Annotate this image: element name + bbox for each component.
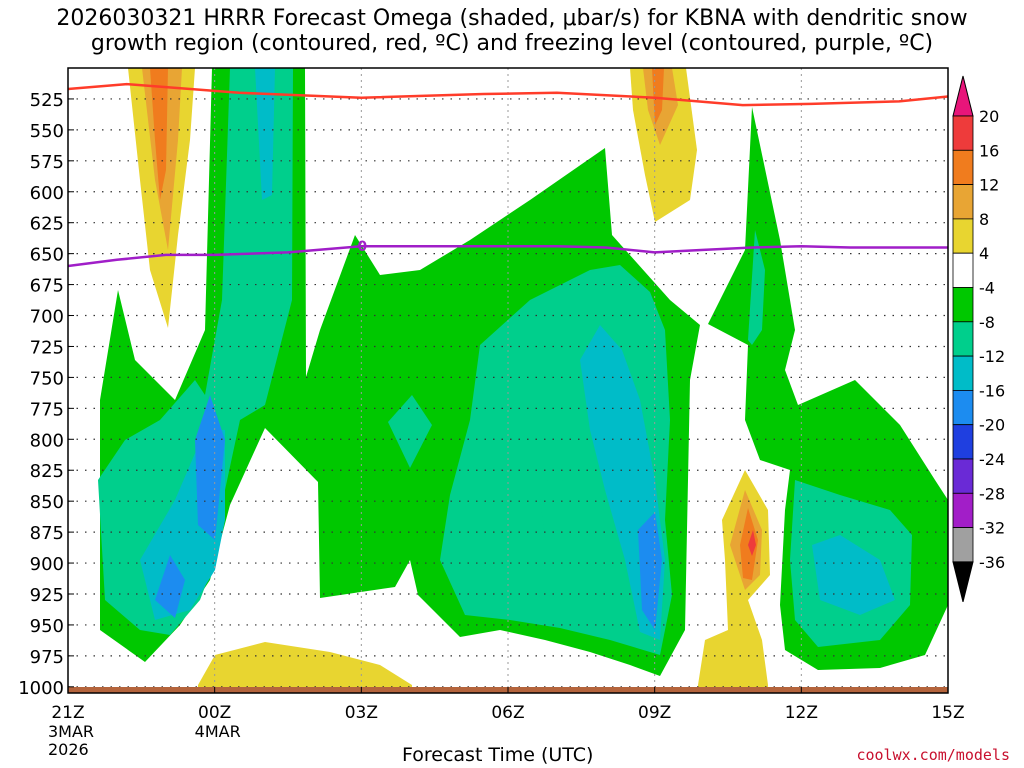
x-axis-label: Forecast Time (UTC) bbox=[402, 744, 594, 766]
colorbar-swatch-1 bbox=[952, 115, 974, 151]
omega-fill-very-strong-ascent-1 bbox=[195, 395, 225, 540]
colorbar-swatch-2 bbox=[952, 149, 974, 186]
y-tick-label-775: 775 bbox=[30, 399, 64, 420]
y-tick-label-900: 900 bbox=[30, 554, 64, 575]
colorbar-top-arrow bbox=[952, 75, 974, 117]
omega-fill-descent-max bbox=[748, 530, 756, 556]
x-tick-label-03Z: 03Z bbox=[345, 703, 378, 723]
x-tick-label-00Z: 00Z bbox=[198, 703, 231, 723]
omega-fill-descent-strong-1 bbox=[150, 68, 168, 200]
title-line-2: growth region (contoured, red, ºC) and f… bbox=[90, 31, 934, 56]
omega-fill-moderate-ascent-4 bbox=[388, 395, 432, 468]
y-tick-label-575: 575 bbox=[30, 152, 64, 173]
y-tick-label-850: 850 bbox=[30, 492, 64, 513]
y-tick-label-875: 875 bbox=[30, 523, 64, 544]
y-tick-label-675: 675 bbox=[30, 276, 64, 297]
colorbar-label-8: 8 bbox=[979, 210, 989, 229]
colorbar-swatch-11 bbox=[952, 458, 974, 494]
omega-fill-descent-2 bbox=[630, 68, 697, 222]
colorbar-label--4: -4 bbox=[979, 279, 995, 298]
colorbar-swatch-5 bbox=[952, 252, 974, 288]
contour-freezing-level bbox=[67, 244, 948, 268]
chart-title: 2026030321 HRRR Forecast Omega (shaded, … bbox=[0, 6, 1024, 56]
colorbar-swatch-13 bbox=[952, 527, 974, 563]
colorbar: 20 16 12 8 4 -4 -8 -12 -16 -20 -24 -28 -32 -36 bbox=[952, 75, 1005, 603]
contour-lines: 0 bbox=[67, 82, 949, 268]
omega-fill-descent-3 bbox=[198, 642, 412, 693]
x-tick-date-00Z: 4MAR bbox=[195, 722, 241, 741]
y-tick-label-825: 825 bbox=[30, 461, 64, 482]
y-tick-label-800: 800 bbox=[30, 430, 64, 451]
omega-fill-strong-ascent-4 bbox=[812, 535, 895, 615]
y-tick-label-550: 550 bbox=[30, 121, 64, 142]
colorbar-label--20: -20 bbox=[979, 416, 1005, 435]
x-tick-label-15Z: 15Z bbox=[931, 703, 964, 723]
grid-lines bbox=[68, 68, 948, 693]
y-tick-label-1000: 1000 bbox=[18, 678, 64, 699]
y-tick-label-700: 700 bbox=[30, 307, 64, 328]
y-tick-label-950: 950 bbox=[30, 616, 64, 637]
colorbar-label--36: -36 bbox=[979, 553, 1005, 572]
contour-dendritic-snow-growth-region bbox=[67, 82, 949, 107]
colorbar-label-4: 4 bbox=[979, 244, 989, 263]
y-tick-label-625: 625 bbox=[30, 214, 64, 235]
y-tick-label-600: 600 bbox=[30, 183, 64, 204]
colorbar-label-16: 16 bbox=[979, 141, 999, 160]
y-tick-label-975: 975 bbox=[30, 647, 64, 668]
colorbar-bottom-arrow bbox=[952, 561, 974, 603]
colorbar-label--16: -16 bbox=[979, 381, 1005, 400]
omega-fill-descent-4 bbox=[698, 470, 770, 693]
y-tick-label-525: 525 bbox=[30, 90, 64, 111]
colorbar-label--12: -12 bbox=[979, 347, 1005, 366]
colorbar-label--24: -24 bbox=[979, 450, 1005, 469]
x-tick-label-09Z: 09Z bbox=[638, 703, 671, 723]
colorbar-swatch-10 bbox=[952, 424, 974, 460]
title-line-1: 2026030321 HRRR Forecast Omega (shaded, … bbox=[56, 6, 968, 31]
colorbar-label-12: 12 bbox=[979, 176, 999, 195]
colorbar-label-20: 20 bbox=[979, 107, 999, 126]
contour-label-freezing-level: 0 bbox=[357, 239, 367, 255]
colorbar-swatch-6 bbox=[952, 287, 974, 323]
omega-shaded-fills bbox=[98, 68, 948, 693]
pressure-axis: 525 550 575 600 625 650 675 700 725 750 775 800 825 8… bbox=[18, 90, 74, 699]
colorbar-label--28: -28 bbox=[979, 484, 1005, 503]
omega-fill-moderate-ascent-1 bbox=[98, 68, 293, 635]
y-tick-label-725: 725 bbox=[30, 337, 64, 358]
site-credit: coolwx.com/models bbox=[856, 746, 1010, 764]
x-tick-label-21Z: 21Z bbox=[51, 703, 84, 723]
omega-fill-very-strong-ascent-3 bbox=[638, 512, 662, 630]
x-tick-label-12Z: 12Z bbox=[785, 703, 818, 723]
colorbar-swatch-8 bbox=[952, 355, 974, 391]
colorbar-swatch-3 bbox=[952, 184, 974, 220]
omega-fill-moderate-ascent-6 bbox=[748, 230, 765, 345]
x-tick-label-06Z: 06Z bbox=[491, 703, 524, 723]
omega-fill-moderate-ascent-5 bbox=[540, 462, 570, 560]
colorbar-swatch-9 bbox=[952, 389, 974, 426]
x-tick-date-21Z: 3MAR bbox=[48, 722, 94, 741]
omega-fill-very-strong-ascent-2 bbox=[155, 555, 185, 618]
colorbar-swatch-4 bbox=[952, 218, 974, 254]
colorbar-swatch-7 bbox=[952, 321, 974, 357]
colorbar-swatch-12 bbox=[952, 492, 974, 528]
omega-fill-strong-ascent-2 bbox=[255, 68, 275, 200]
y-tick-label-925: 925 bbox=[30, 585, 64, 606]
y-tick-label-650: 650 bbox=[30, 245, 64, 266]
colorbar-label--32: -32 bbox=[979, 519, 1005, 538]
colorbar-label--8: -8 bbox=[979, 313, 995, 332]
y-tick-label-750: 750 bbox=[30, 368, 64, 389]
x-tick-year-21Z: 2026 bbox=[48, 740, 89, 759]
